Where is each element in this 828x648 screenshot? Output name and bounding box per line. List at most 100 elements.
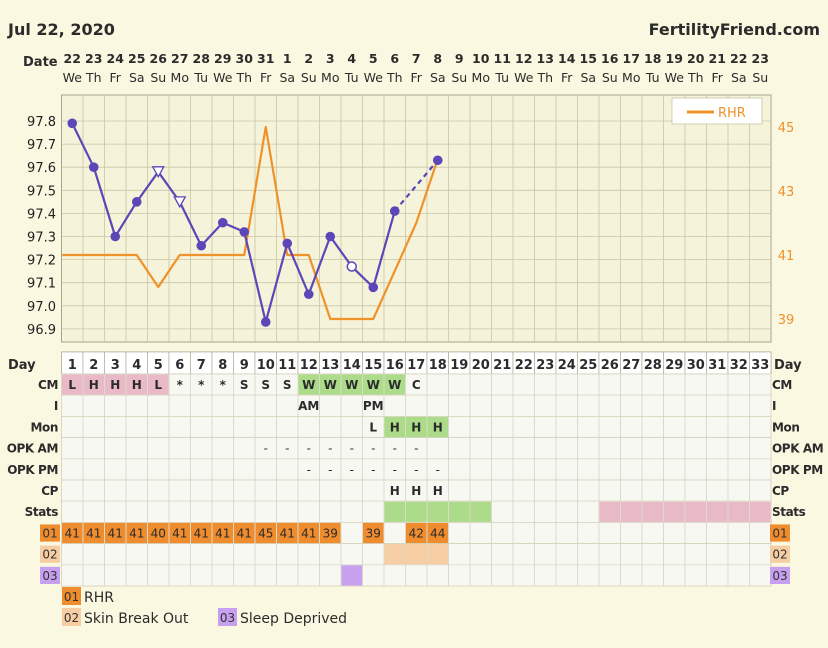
- weekday-label: Th: [386, 70, 403, 85]
- bbt-point: [260, 317, 271, 327]
- weekday-label: Mo: [622, 70, 640, 85]
- date-label: 2: [304, 51, 313, 66]
- y-left-tick: 97.7: [27, 138, 56, 153]
- rhr-tag-cell-bg: [105, 522, 126, 544]
- row-label-left: OPK AM: [7, 442, 58, 456]
- bbt-dashed-line: [393, 159, 439, 212]
- weekday-label: Tu: [645, 70, 660, 85]
- stats-cell-pink-bg: [728, 501, 749, 522]
- stats-cell-pink-bg: [599, 501, 620, 522]
- cycle-day-label: 2: [89, 358, 98, 373]
- weekday-label: Su: [301, 70, 317, 85]
- monitor-cell-bg: [384, 416, 405, 438]
- y-left-tick: 97.3: [27, 231, 56, 246]
- bbt-point: [368, 282, 379, 293]
- opk-am-cell: -: [371, 442, 375, 456]
- bbt-point-open: [346, 261, 357, 272]
- row-label-right: Stats: [772, 505, 806, 519]
- bbt-point: [325, 231, 336, 242]
- rhr-tag-cell: 39: [366, 526, 381, 540]
- cm-cell: W: [302, 378, 315, 392]
- y-left-tick: 97.2: [27, 254, 56, 269]
- date-label: 28: [193, 51, 210, 66]
- weekday-label: We: [514, 70, 534, 85]
- y-left-tick: 97.4: [27, 207, 56, 222]
- row-label-right: CP: [772, 484, 789, 498]
- weekday-label: Th: [85, 70, 102, 85]
- bbt-point-triangle: [173, 196, 187, 209]
- opk-pm-cell: -: [436, 463, 440, 477]
- rhr-tag-cell: 42: [409, 526, 424, 540]
- date-label: 22: [730, 51, 747, 66]
- date-label: 29: [214, 51, 231, 66]
- monitor-cell-bg: [406, 416, 427, 438]
- rhr-tag-cell: 45: [258, 526, 273, 540]
- row-label-left: CP: [41, 484, 58, 498]
- intercourse-cell: AM: [298, 399, 319, 413]
- opk-pm-cell: -: [371, 463, 375, 477]
- bbt-point: [196, 240, 207, 251]
- stats-cell-green-bg: [427, 501, 448, 522]
- rhr-tag-cell-bg: [234, 522, 255, 544]
- bbt-point: [67, 118, 78, 129]
- cycle-day-label: 28: [644, 358, 662, 373]
- weekday-label: Tu: [193, 70, 208, 85]
- opk-am-cell: -: [350, 442, 354, 456]
- rhr-tag-cell: 41: [108, 526, 123, 540]
- date-label: 5: [369, 51, 378, 66]
- weekday-label: We: [63, 70, 83, 85]
- date-label: 15: [580, 51, 597, 66]
- row-label-left: Stats: [25, 505, 59, 519]
- intercourse-cell: PM: [363, 399, 384, 413]
- cm-cell-bg: [363, 374, 384, 395]
- stats-cell-green-bg: [384, 501, 405, 522]
- opk-pm-cell: -: [328, 463, 332, 477]
- stats-cell-pink-bg: [685, 501, 706, 522]
- weekday-label: Th: [235, 70, 252, 85]
- row-bg: [61, 394, 772, 417]
- stats-cell-pink-bg: [664, 501, 685, 522]
- rhr-tag-cell: 41: [172, 526, 187, 540]
- opk-am-cell: -: [285, 442, 289, 456]
- rhr-tag-cell: 41: [237, 526, 252, 540]
- tag-label-right: 03: [772, 569, 787, 583]
- cycle-day-label: 27: [622, 358, 640, 373]
- cm-cell-bg: [320, 374, 341, 395]
- tag-label-left-bg: [40, 524, 60, 542]
- cycle-day-label: 19: [450, 358, 468, 373]
- opk-am-cell: -: [264, 442, 268, 456]
- cycle-day-label: 13: [321, 358, 339, 373]
- y-right-tick: 41: [778, 249, 795, 264]
- weekday-label: Mo: [321, 70, 339, 85]
- cycle-day-label: 5: [154, 358, 163, 373]
- y-left-tick: 97.8: [27, 115, 56, 130]
- monitor-cell: H: [390, 420, 400, 434]
- cm-cell: H: [110, 378, 120, 392]
- tag-label-right: 02: [772, 548, 787, 562]
- tag-legend-swatch: [62, 587, 81, 605]
- stats-cell-green-bg: [470, 501, 491, 522]
- weekday-label: Sa: [129, 70, 145, 85]
- weekday-label: Fr: [110, 70, 122, 85]
- y-right-tick: 45: [778, 121, 795, 136]
- weekday-label: Su: [602, 70, 618, 85]
- cycle-day-label: 15: [364, 358, 382, 373]
- date-label: 11: [494, 51, 511, 66]
- monitor-cell: L: [369, 420, 377, 434]
- date-label: 20: [687, 51, 705, 66]
- y-right-tick: 43: [778, 185, 795, 200]
- stats-cell-pink-bg: [750, 501, 771, 522]
- cm-cell: *: [177, 378, 184, 392]
- row-label-left: Mon: [30, 420, 58, 434]
- cm-cell: S: [240, 378, 249, 392]
- y-left-tick: 97.0: [27, 300, 56, 315]
- cm-cell-bg: [384, 374, 405, 395]
- weekday-label: Sa: [580, 70, 596, 85]
- cycle-day-label: 21: [493, 358, 511, 373]
- date-label: 25: [128, 51, 145, 66]
- tag-legend-label: RHR: [84, 590, 114, 606]
- date-label: 7: [412, 51, 421, 66]
- date-label: 23: [85, 51, 102, 66]
- weekday-label: Sa: [731, 70, 747, 85]
- stats-cell-pink-bg: [621, 501, 642, 522]
